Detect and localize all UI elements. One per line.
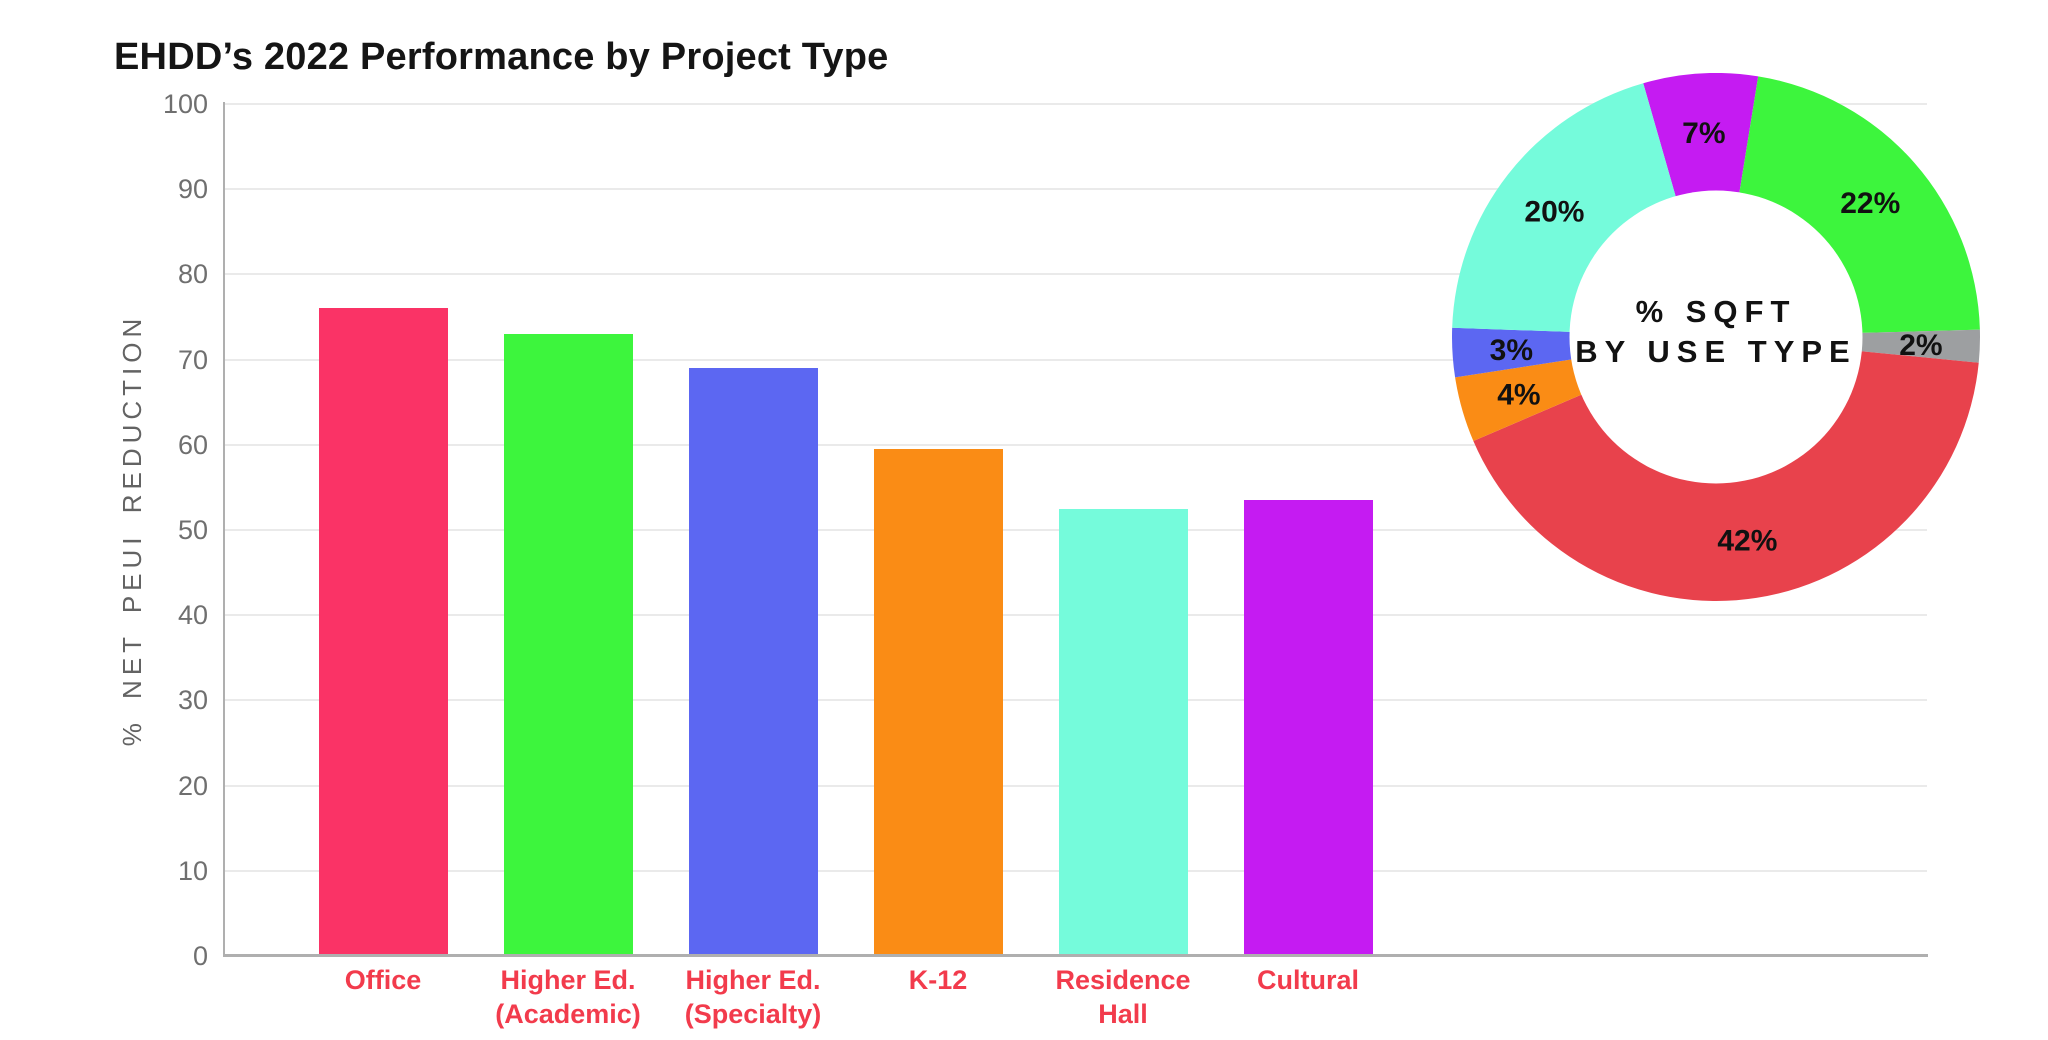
- donut-slice-4pct: [1455, 359, 1582, 442]
- donut-hole: [1569, 190, 1863, 484]
- bar-office: [318, 308, 448, 956]
- bar-higher-ed-specialty: [688, 368, 818, 956]
- donut-slice-label: 4%: [1497, 378, 1540, 411]
- donut-slice-label: 20%: [1524, 196, 1584, 229]
- y-tick-label: 50: [177, 515, 208, 545]
- donut-slice-label: 3%: [1490, 334, 1533, 367]
- gridline: [224, 188, 1927, 191]
- donut-slice-label: 42%: [1717, 524, 1777, 557]
- y-tick-label: 70: [177, 344, 208, 375]
- gridline: [224, 103, 1927, 105]
- y-tick-label: 40: [177, 600, 208, 631]
- donut-chart: 7% 22% 2% 42% 4% 3% 20%: [1452, 73, 1980, 601]
- donut-slice-label: 2%: [1899, 329, 1942, 362]
- bar-cultural: [1243, 500, 1373, 956]
- donut-slice-42pct: [1473, 351, 1979, 601]
- x-axis-label-office: Office: [344, 965, 422, 995]
- y-tick-label: 60: [177, 429, 208, 460]
- donut-slice-22pct: [1739, 76, 1980, 333]
- y-tick-label: 20: [177, 770, 208, 801]
- bar-residence-hall: [1058, 508, 1188, 956]
- bar-k-12: [873, 449, 1003, 956]
- y-tick-label: 100: [162, 89, 208, 119]
- donut-center-line1: % SQFT: [1635, 294, 1797, 329]
- y-axis-line: [223, 102, 225, 957]
- gridline: [224, 273, 1927, 276]
- x-axis-label-k-12: K-12: [908, 965, 968, 995]
- gridline: [224, 443, 1927, 446]
- donut-slice-2pct: [1861, 329, 1980, 363]
- y-axis-title: % NET PEUI REDUCTION: [117, 313, 147, 747]
- x-axis-label-cultural: Cultural: [1256, 965, 1359, 995]
- donut-center-label: % SQFT BY USE TYPE: [1516, 292, 1916, 372]
- donut-slice-7pct: [1643, 73, 1759, 197]
- x-axis-line: [223, 954, 1928, 957]
- y-tick-label: 80: [177, 259, 208, 290]
- x-axis-label-residence-hall: Residence Hall: [1055, 965, 1191, 1029]
- x-axis-label-higher-ed-academic: Higher Ed. (Academic): [495, 965, 641, 1029]
- donut-center-line2: BY USE TYPE: [1575, 334, 1857, 369]
- y-tick-label: 0: [192, 941, 208, 971]
- donut-slice-label: 7%: [1682, 117, 1725, 150]
- bar-higher-ed-academic: [503, 334, 633, 956]
- gridline: [224, 358, 1927, 361]
- x-axis-label-higher-ed-specialty: Higher Ed. (Specialty): [684, 965, 822, 1029]
- y-tick-label: 10: [177, 855, 208, 886]
- y-tick-label: 30: [177, 685, 208, 716]
- chart-title: EHDD’s 2022 Performance by Project Type: [114, 36, 889, 78]
- donut-slice-label: 22%: [1840, 187, 1900, 220]
- donut-slice-20pct: [1452, 83, 1676, 332]
- y-tick-label: 90: [177, 174, 208, 205]
- donut-slice-3pct: [1452, 327, 1572, 378]
